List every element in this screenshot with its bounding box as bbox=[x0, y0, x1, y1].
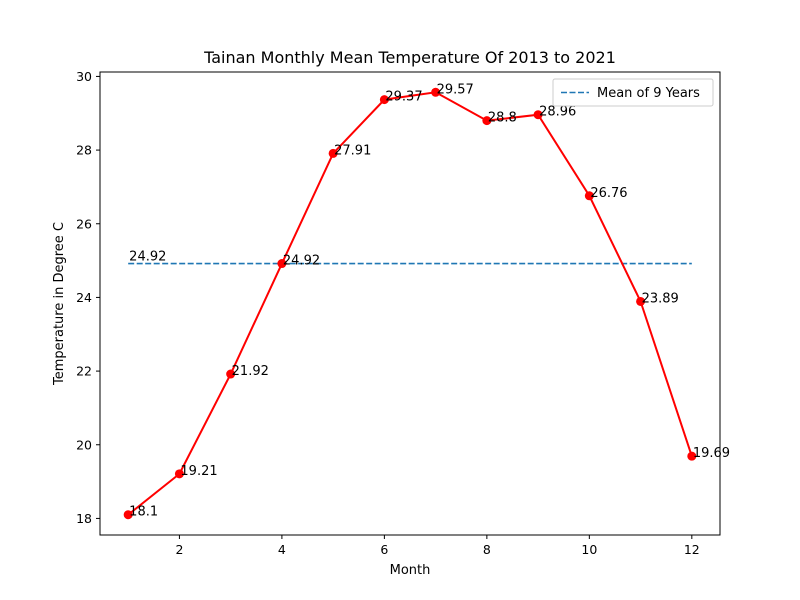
x-tick-label: 2 bbox=[175, 542, 183, 557]
data-point bbox=[431, 87, 441, 97]
mean-line-label: 24.92 bbox=[129, 250, 166, 265]
y-tick-label: 26 bbox=[76, 216, 92, 231]
data-point bbox=[533, 110, 543, 120]
data-point bbox=[584, 191, 594, 201]
data-label: 29.57 bbox=[437, 82, 474, 97]
x-tick-label: 8 bbox=[483, 542, 491, 557]
x-tick-label: 6 bbox=[380, 542, 388, 557]
data-point bbox=[687, 451, 697, 461]
data-point bbox=[636, 296, 646, 306]
data-point bbox=[482, 116, 492, 126]
data-label: 28.8 bbox=[488, 111, 517, 126]
x-tick-label: 4 bbox=[278, 542, 286, 557]
legend-box bbox=[552, 78, 714, 107]
data-label: 27.91 bbox=[334, 143, 371, 158]
plot-area: 24.92 18.1 19.21 21.92 24.92 27.91 29.37 29.57 2… bbox=[123, 82, 730, 520]
axes-frame bbox=[99, 71, 721, 536]
temperature-line bbox=[127, 91, 693, 516]
x-tick-label: 10 bbox=[581, 542, 597, 557]
y-tick-label: 28 bbox=[76, 143, 92, 158]
legend: Mean of 9 Years bbox=[552, 78, 714, 107]
data-point bbox=[277, 259, 287, 269]
y-tick-label: 24 bbox=[76, 290, 92, 305]
data-label: 28.96 bbox=[539, 105, 576, 120]
data-point bbox=[174, 469, 184, 479]
data-point bbox=[328, 148, 338, 158]
y-tick-label: 30 bbox=[76, 69, 92, 84]
y-axis: 18 20 22 24 26 28 30 bbox=[76, 69, 100, 526]
legend-label-mean: Mean of 9 Years bbox=[597, 86, 700, 101]
y-tick-label: 18 bbox=[76, 511, 92, 526]
x-tick-label: 12 bbox=[684, 542, 700, 557]
data-label: 23.89 bbox=[642, 291, 679, 306]
data-label: 18.1 bbox=[129, 505, 158, 520]
data-label: 29.37 bbox=[385, 90, 422, 105]
x-axis-label: Month bbox=[390, 563, 431, 578]
data-label: 21.92 bbox=[232, 364, 269, 379]
data-label: 19.21 bbox=[180, 464, 217, 479]
data-label: 24.92 bbox=[283, 254, 320, 269]
data-point bbox=[379, 95, 389, 105]
chart-title: Tainan Monthly Mean Temperature Of 2013 … bbox=[203, 48, 616, 67]
y-axis-label: Temperature in Degree C bbox=[52, 222, 67, 386]
data-label: 26.76 bbox=[590, 186, 627, 201]
y-tick-label: 20 bbox=[76, 437, 92, 452]
data-point bbox=[226, 369, 236, 379]
y-tick-label: 22 bbox=[76, 364, 92, 379]
data-label: 19.69 bbox=[693, 446, 730, 461]
x-axis: 2 4 6 8 10 12 bbox=[175, 535, 700, 557]
data-point bbox=[123, 510, 133, 520]
